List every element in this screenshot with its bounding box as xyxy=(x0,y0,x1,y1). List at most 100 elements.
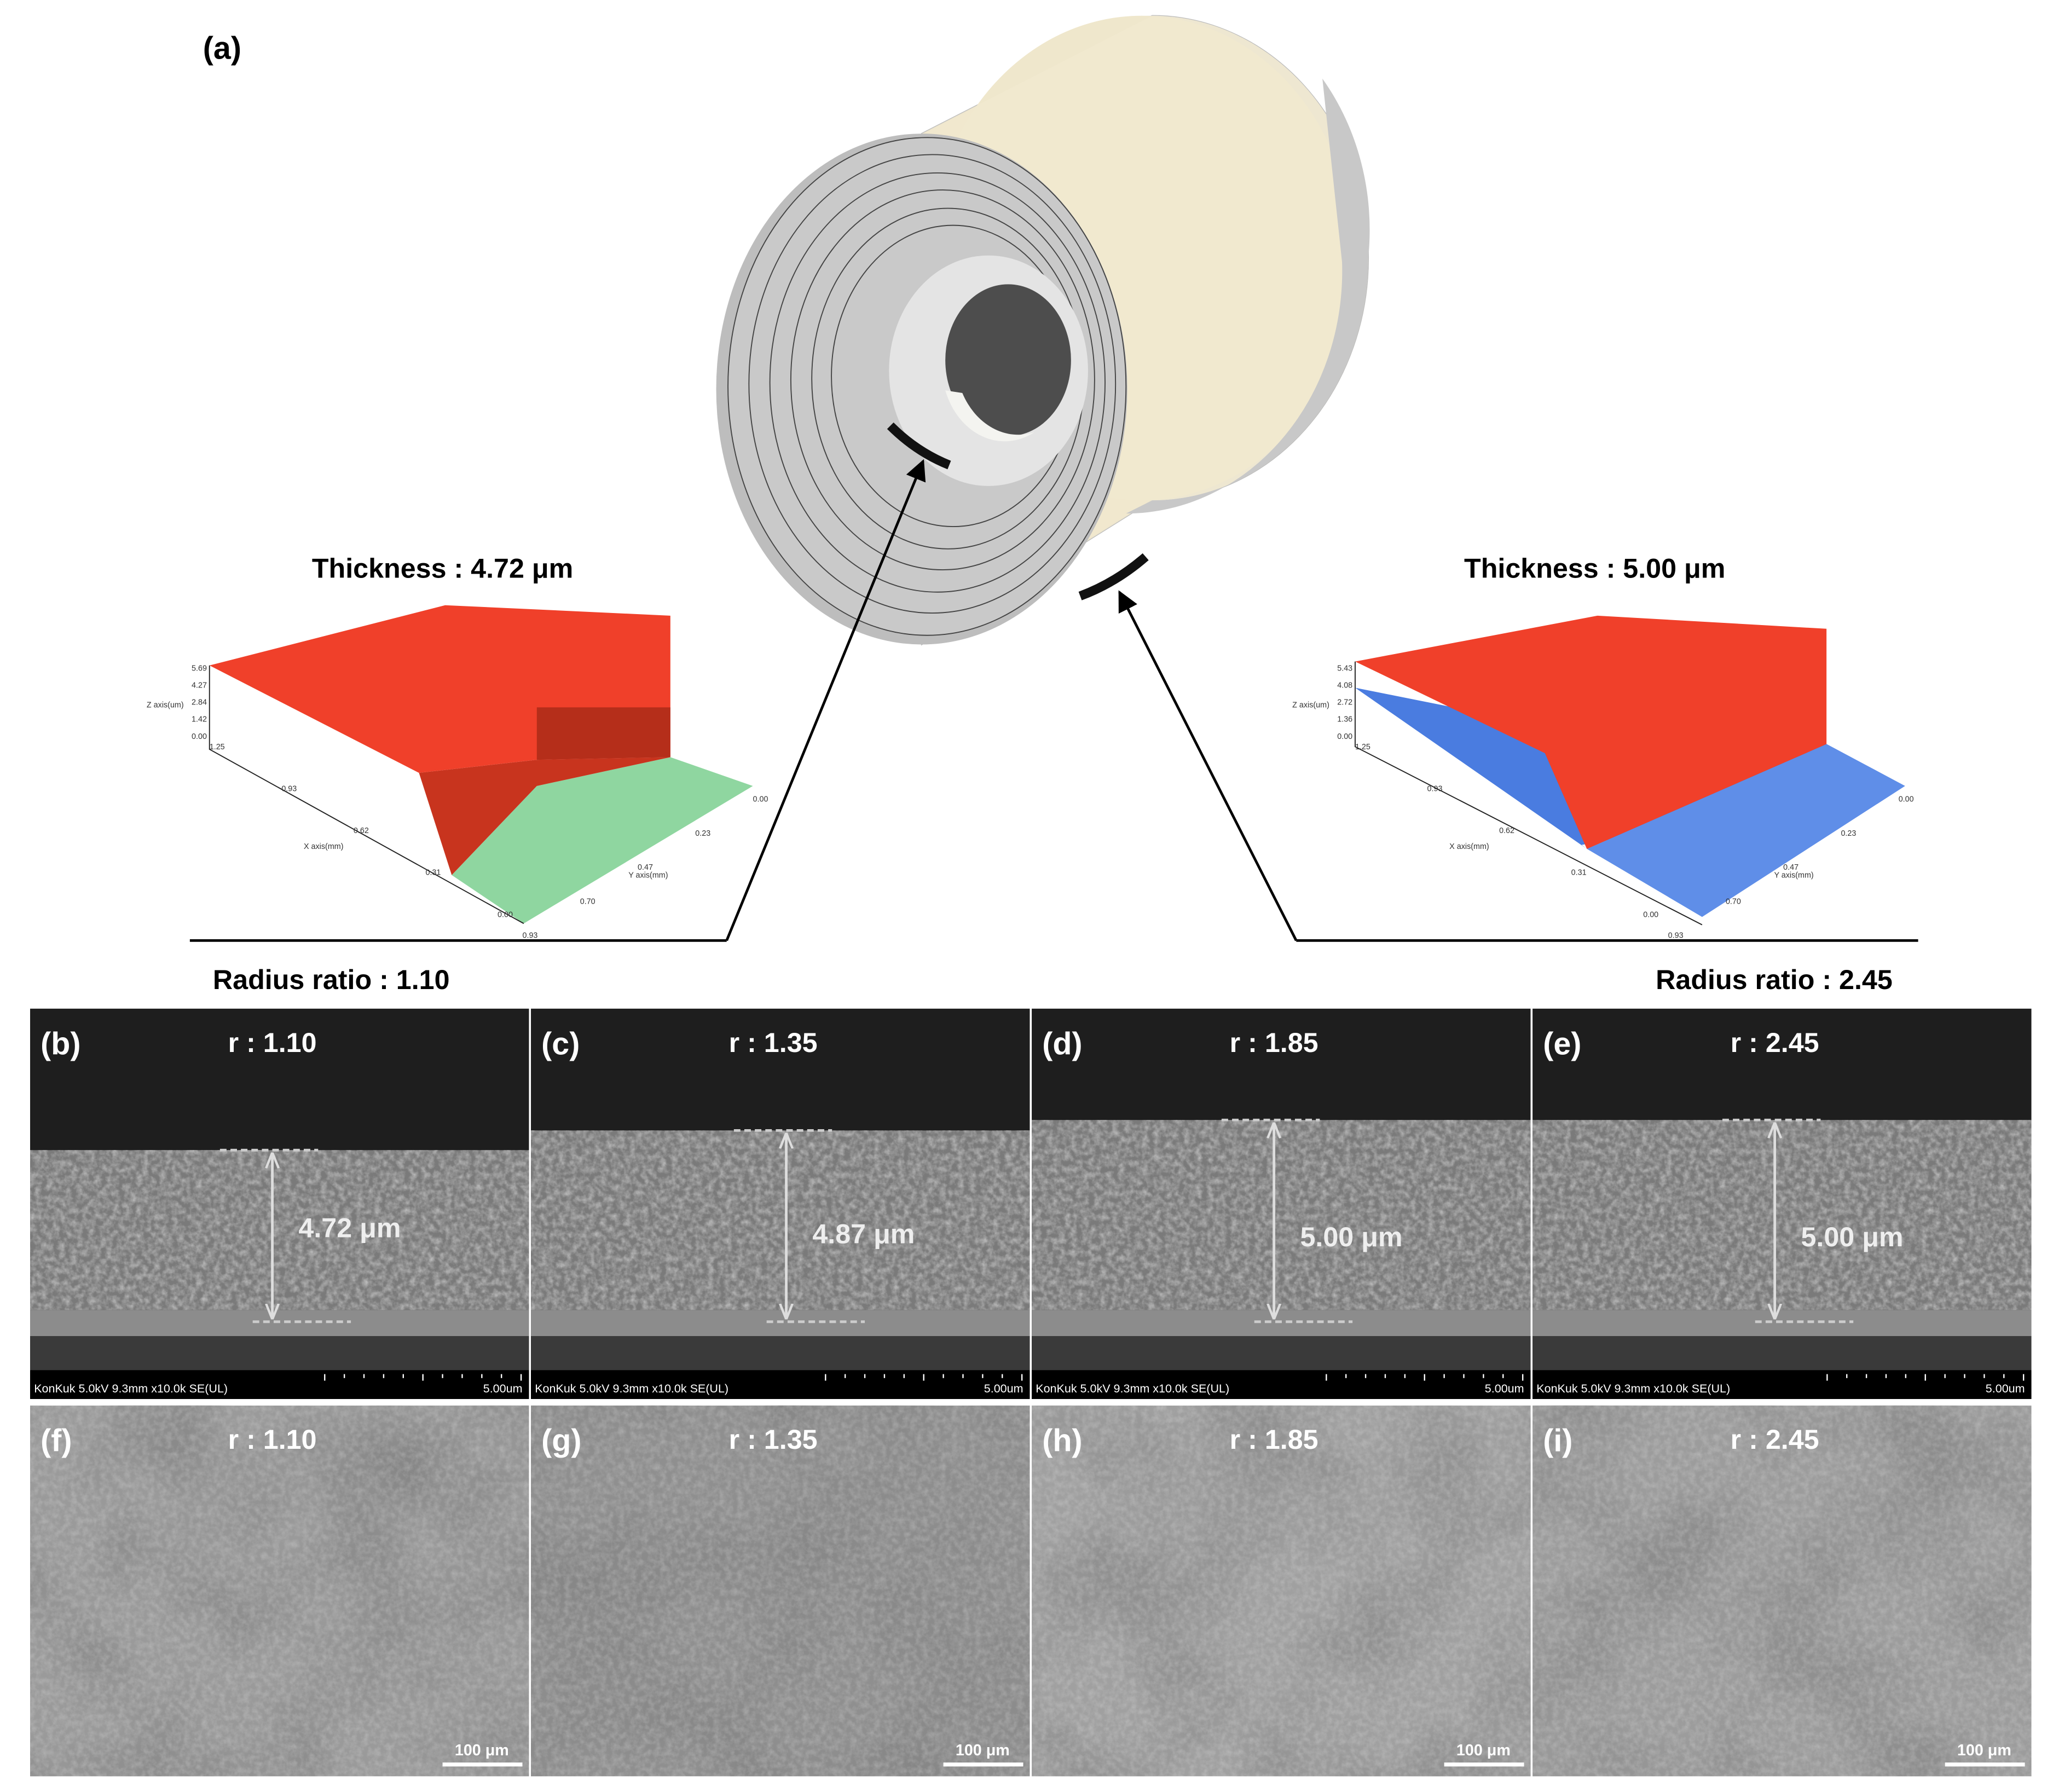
radius-label: r : 1.10 xyxy=(228,1424,317,1455)
y-tick-label: 0.47 xyxy=(638,863,653,872)
radius-label: r : 2.45 xyxy=(1731,1424,1819,1455)
thickness-value: 5.00 μm xyxy=(1801,1222,1903,1252)
y-tick-label: 0.23 xyxy=(1841,829,1856,838)
sem-info: KonKuk 5.0kV 9.3mm x10.0k SE(UL) xyxy=(1536,1382,1730,1395)
surface-texture xyxy=(1032,1405,1531,1777)
surface-texture xyxy=(1532,1405,2032,1777)
panel-label: (g) xyxy=(541,1424,581,1459)
x-tick-label: 0.93 xyxy=(1427,785,1443,794)
z-tick-label: 5.69 xyxy=(192,664,207,673)
z-tick-label: 1.36 xyxy=(1337,715,1352,724)
film-texture xyxy=(1032,1120,1531,1310)
y-tick-label: 0.70 xyxy=(1726,897,1741,906)
x-tick-label: 0.31 xyxy=(425,869,441,877)
thickness-label: Thickness : 4.72 μm xyxy=(312,553,573,583)
thickness-value: 5.00 μm xyxy=(1300,1222,1402,1252)
panel-label: (d) xyxy=(1042,1027,1082,1062)
panel-label: (i) xyxy=(1543,1424,1572,1459)
z-tick-label: 0.00 xyxy=(1337,732,1352,741)
axis-title: Y axis(mm) xyxy=(628,871,668,880)
sem-surface: (h) r : 1.85 100 μm xyxy=(1032,1405,1531,1777)
arrow xyxy=(1118,590,1298,941)
z-tick-label: 2.84 xyxy=(192,698,207,707)
radius-label: r : 1.85 xyxy=(1230,1027,1318,1058)
axis-title: X axis(mm) xyxy=(1449,842,1489,851)
sem-cross-section: 4.72 μm (b) r : 1.10 KonKuk 5.0kV 9.3mm x10… xyxy=(30,1008,529,1400)
radius-ratio: Radius ratio : 2.45 xyxy=(1656,964,1893,995)
x-tick-label: 0.62 xyxy=(1499,826,1514,835)
x-tick-label: 0.00 xyxy=(1643,910,1658,919)
z-tick-label: 4.27 xyxy=(192,681,207,690)
y-tick-label: 0.23 xyxy=(695,829,710,838)
x-tick-label: 1.25 xyxy=(210,743,225,752)
y-tick-label: 0.00 xyxy=(1899,795,1914,804)
x-tick-label: 0.93 xyxy=(281,785,297,794)
axis-title: Z axis(um) xyxy=(147,701,184,709)
x-tick-label: 0.62 xyxy=(354,826,369,835)
surface-texture xyxy=(531,1405,1030,1777)
panel-label: (f) xyxy=(41,1424,72,1459)
panel-label: (c) xyxy=(541,1027,580,1062)
z-tick-label: 5.43 xyxy=(1337,664,1352,673)
panel-label: (h) xyxy=(1042,1424,1082,1459)
info-bar xyxy=(1532,1370,2032,1400)
radius-ratio: Radius ratio : 1.10 xyxy=(213,964,450,995)
film-texture xyxy=(531,1130,1030,1310)
thickness-label: Thickness : 5.00 μm xyxy=(1464,553,1725,583)
substrate xyxy=(1032,1336,1531,1371)
sem-surface: (f) r : 1.10 100 μm xyxy=(30,1405,529,1777)
info-bar xyxy=(1032,1370,1531,1400)
x-tick-label: 1.25 xyxy=(1355,743,1370,752)
x-tick-label: 0.31 xyxy=(1571,869,1587,877)
substrate xyxy=(531,1336,1030,1371)
radius-label: r : 1.85 xyxy=(1230,1424,1318,1455)
z-tick-label: 4.08 xyxy=(1337,681,1352,690)
radius-label: r : 1.35 xyxy=(729,1424,818,1455)
radius-label: r : 2.45 xyxy=(1731,1027,1819,1058)
info-bar xyxy=(531,1370,1030,1400)
surface-plot xyxy=(209,605,753,924)
sem-info: KonKuk 5.0kV 9.3mm x10.0k SE(UL) xyxy=(535,1382,728,1395)
y-tick-label: 0.70 xyxy=(580,897,595,906)
y-tick-label: 0.47 xyxy=(1783,863,1798,872)
cylinder xyxy=(716,15,1370,646)
info-bar xyxy=(30,1370,529,1400)
thickness-value: 4.87 μm xyxy=(812,1218,915,1249)
scale-label: 100 μm xyxy=(1957,1742,2011,1759)
panel-label: (a) xyxy=(203,31,241,66)
sem-info: KonKuk 5.0kV 9.3mm x10.0k SE(UL) xyxy=(1036,1382,1229,1395)
scale-label: 5.00um xyxy=(984,1382,1023,1395)
sem-info: KonKuk 5.0kV 9.3mm x10.0k SE(UL) xyxy=(34,1382,228,1395)
panel-label: (e) xyxy=(1543,1027,1581,1062)
radius-label: r : 1.10 xyxy=(228,1027,317,1058)
sem-cross-section: 5.00 μm (d) r : 1.85 KonKuk 5.0kV 9.3mm x10… xyxy=(1032,1008,1531,1400)
scale-label: 100 μm xyxy=(956,1742,1010,1759)
substrate xyxy=(1532,1336,2032,1371)
y-tick-label: 0.93 xyxy=(1668,932,1684,940)
radius-label: r : 1.35 xyxy=(729,1027,818,1058)
substrate xyxy=(30,1336,529,1371)
film-texture xyxy=(30,1150,529,1310)
sem-surface: (i) r : 2.45 100 μm xyxy=(1532,1405,2032,1777)
sem-cross-section: 4.87 μm (c) r : 1.35 KonKuk 5.0kV 9.3mm x10… xyxy=(531,1008,1030,1400)
surface-texture xyxy=(30,1405,529,1777)
axis-title: Z axis(um) xyxy=(1292,701,1329,709)
thickness-value: 4.72 μm xyxy=(298,1213,401,1244)
axis-title: X axis(mm) xyxy=(304,842,343,851)
x-tick-label: 0.00 xyxy=(498,910,513,919)
scale-label: 5.00um xyxy=(1986,1382,2025,1395)
z-tick-label: 2.72 xyxy=(1337,698,1352,707)
sem-surface: (g) r : 1.35 100 μm xyxy=(531,1405,1030,1777)
y-tick-label: 0.00 xyxy=(753,795,768,804)
film-texture xyxy=(1532,1120,2032,1310)
z-tick-label: 1.42 xyxy=(192,715,207,724)
scale-label: 5.00um xyxy=(1485,1382,1524,1395)
scale-label: 100 μm xyxy=(1456,1742,1511,1759)
scale-label: 100 μm xyxy=(455,1742,509,1759)
scale-label: 5.00um xyxy=(483,1382,523,1395)
surface-plot xyxy=(1354,615,1905,926)
sem-cross-section: 5.00 μm (e) r : 2.45 KonKuk 5.0kV 9.3mm x10… xyxy=(1532,1008,2032,1400)
arrow xyxy=(725,459,926,941)
y-tick-label: 0.93 xyxy=(522,932,537,940)
